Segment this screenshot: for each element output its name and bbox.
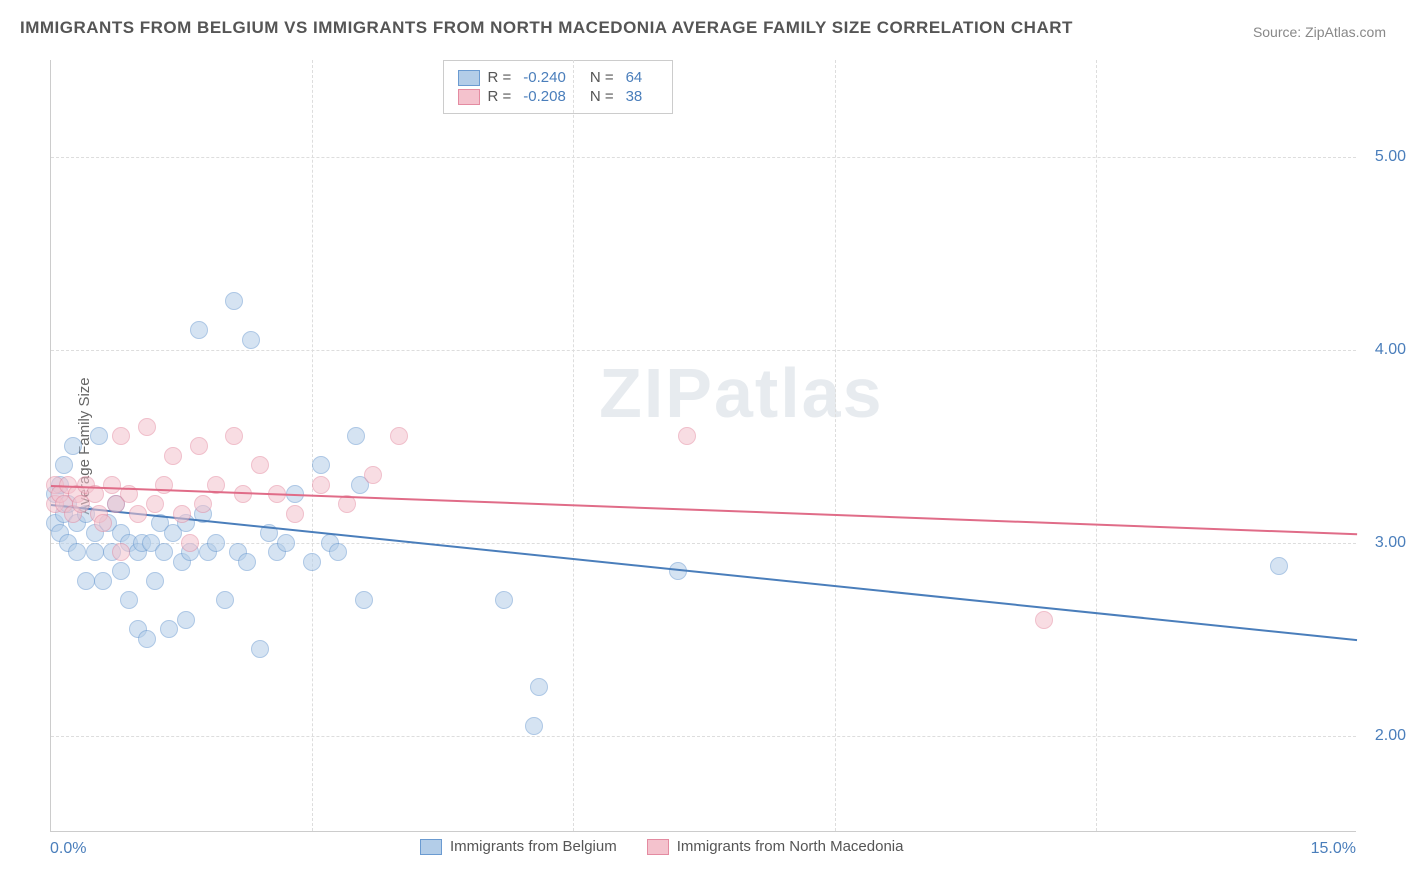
r-value: -0.208 (523, 88, 566, 105)
xtick-label-max: 15.0% (1311, 840, 1356, 858)
ytick-label: 5.00 (1361, 148, 1406, 166)
gridline-h (51, 157, 1356, 158)
data-point (347, 427, 365, 445)
data-point (225, 292, 243, 310)
source-label: Source: ZipAtlas.com (1253, 24, 1386, 40)
data-point (155, 543, 173, 561)
n-label: N = (590, 69, 614, 86)
data-point (251, 640, 269, 658)
chart-container: IMMIGRANTS FROM BELGIUM VS IMMIGRANTS FR… (0, 0, 1406, 892)
data-point (94, 514, 112, 532)
data-point (68, 543, 86, 561)
data-point (303, 553, 321, 571)
n-value: 38 (626, 88, 643, 105)
data-point (146, 572, 164, 590)
data-point (312, 456, 330, 474)
data-point (90, 427, 108, 445)
n-label: N = (590, 88, 614, 105)
data-point (390, 427, 408, 445)
data-point (1035, 611, 1053, 629)
data-point (678, 427, 696, 445)
legend-swatch (420, 839, 442, 855)
data-point (120, 591, 138, 609)
gridline-v (573, 60, 574, 831)
trend-line (51, 485, 1357, 535)
data-point (112, 427, 130, 445)
data-point (238, 553, 256, 571)
data-point (112, 543, 130, 561)
data-point (177, 611, 195, 629)
data-point (251, 456, 269, 474)
r-value: -0.240 (523, 69, 566, 86)
data-point (355, 591, 373, 609)
n-value: 64 (626, 69, 643, 86)
data-point (103, 476, 121, 494)
gridline-v (312, 60, 313, 831)
correlation-legend: R = -0.240 N = 64 R = -0.208 N = 38 (443, 60, 674, 114)
chart-title: IMMIGRANTS FROM BELGIUM VS IMMIGRANTS FR… (20, 18, 1073, 38)
legend-row: R = -0.208 N = 38 (458, 88, 659, 105)
legend-swatch (647, 839, 669, 855)
ytick-label: 3.00 (1361, 534, 1406, 552)
data-point (190, 437, 208, 455)
data-point (364, 466, 382, 484)
data-point (138, 418, 156, 436)
data-point (181, 534, 199, 552)
data-point (160, 620, 178, 638)
data-point (277, 534, 295, 552)
data-point (190, 321, 208, 339)
legend-label: Immigrants from Belgium (450, 838, 617, 855)
data-point (55, 456, 73, 474)
legend-swatch (458, 89, 480, 105)
gridline-v (835, 60, 836, 831)
data-point (64, 437, 82, 455)
data-point (146, 495, 164, 513)
ytick-label: 2.00 (1361, 727, 1406, 745)
data-point (495, 591, 513, 609)
data-point (242, 331, 260, 349)
gridline-h (51, 736, 1356, 737)
data-point (173, 505, 191, 523)
r-label: R = (488, 69, 512, 86)
r-label: R = (488, 88, 512, 105)
data-point (216, 591, 234, 609)
data-point (286, 505, 304, 523)
ytick-label: 4.00 (1361, 341, 1406, 359)
data-point (329, 543, 347, 561)
data-point (1270, 557, 1288, 575)
data-point (525, 717, 543, 735)
gridline-h (51, 350, 1356, 351)
data-point (129, 505, 147, 523)
legend-swatch (458, 70, 480, 86)
data-point (207, 534, 225, 552)
plot-area: ZIPatlas R =-0.240N =64R =-0.208N =38 2.… (50, 60, 1356, 832)
legend-item: Immigrants from North Macedonia (647, 838, 904, 855)
data-point (225, 427, 243, 445)
series-legend: Immigrants from Belgium Immigrants from N… (420, 838, 903, 855)
data-point (138, 630, 156, 648)
gridline-h (51, 543, 1356, 544)
data-point (77, 572, 95, 590)
data-point (164, 447, 182, 465)
data-point (312, 476, 330, 494)
data-point (94, 572, 112, 590)
legend-label: Immigrants from North Macedonia (677, 838, 904, 855)
legend-row: R = -0.240 N = 64 (458, 69, 659, 86)
trend-line (51, 504, 1357, 641)
legend-item: Immigrants from Belgium (420, 838, 617, 855)
data-point (86, 543, 104, 561)
watermark: ZIPatlas (599, 353, 883, 433)
gridline-v (1096, 60, 1097, 831)
data-point (530, 678, 548, 696)
data-point (112, 562, 130, 580)
xtick-label-min: 0.0% (50, 840, 86, 858)
data-point (194, 495, 212, 513)
